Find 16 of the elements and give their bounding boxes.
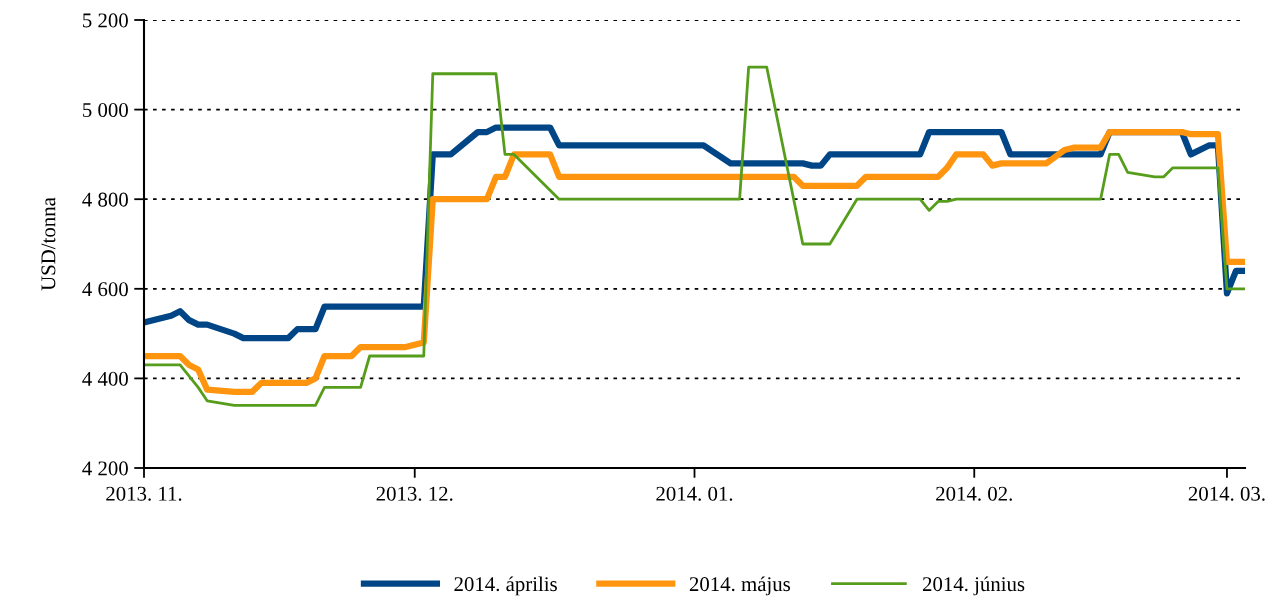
x-tick-label: 2013. 12. — [376, 486, 453, 501]
y-axis-title: USD/tonna — [41, 197, 56, 291]
y-tick-label: 4 800 — [82, 192, 128, 207]
line-series — [144, 65, 1245, 407]
y-tick-label: 5 200 — [83, 13, 128, 28]
legend-label: 2014. május — [689, 576, 791, 596]
x-tick-label: 2014. 01. — [656, 486, 733, 501]
y-tick-label: 4 600 — [82, 282, 128, 297]
x-tick-label: 2013. 11. — [106, 486, 182, 501]
y-tick-label: 4 400 — [82, 371, 128, 386]
legend-label: 2014. április — [454, 576, 557, 596]
x-tick-label: 2014. 02. — [936, 486, 1012, 501]
x-tick-label: 2014. 03. — [1188, 486, 1265, 501]
y-tick-label: 4 200 — [82, 461, 128, 476]
legend-label: 2014. június — [922, 576, 1025, 596]
y-tick-label: 5 000 — [83, 102, 128, 118]
